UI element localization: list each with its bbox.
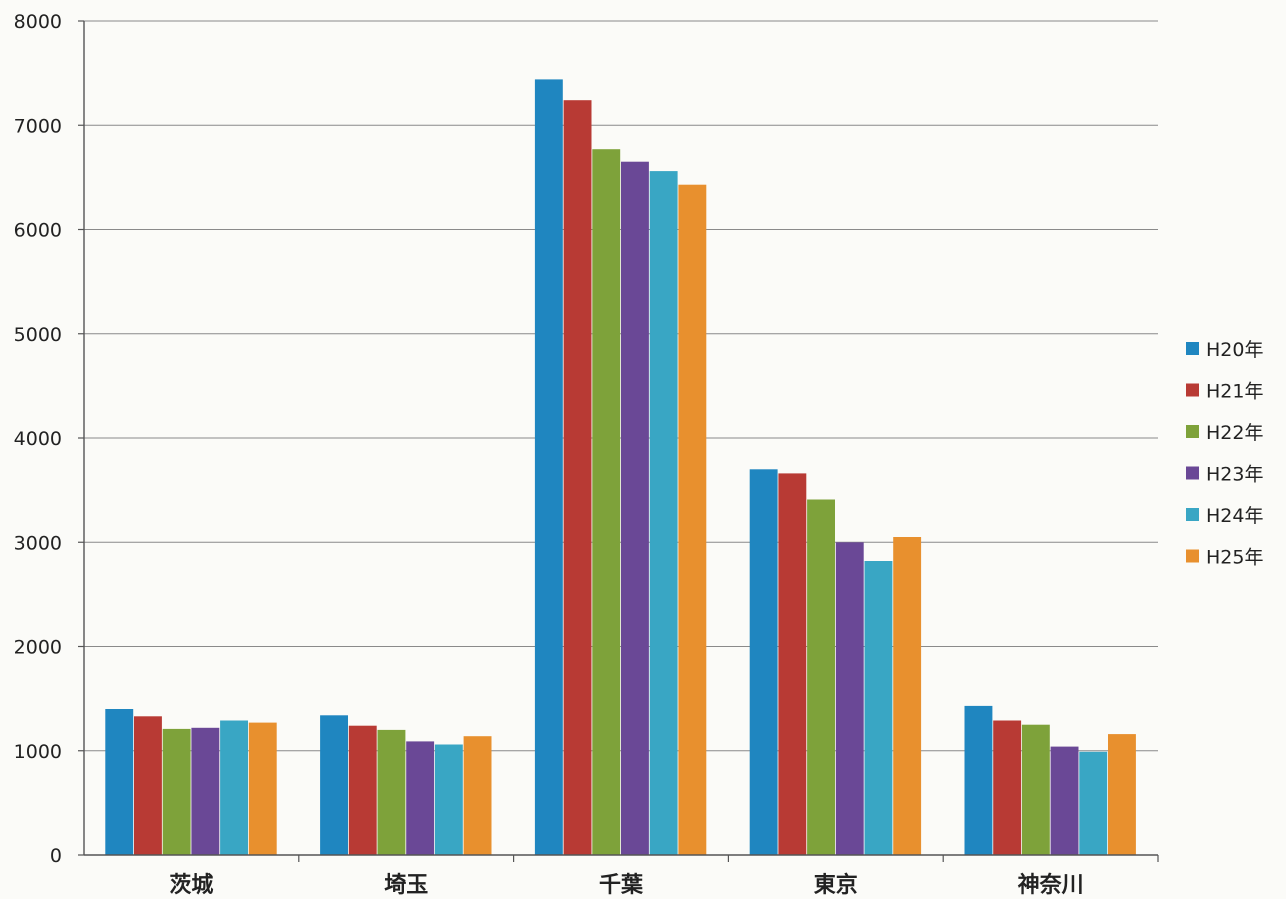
bar [191,727,220,855]
bar [348,725,377,855]
bar [434,744,463,855]
y-axis-tick-labels: 0 1000 2000 3000 4000 5000 6000 7000 8000 [14,11,62,867]
bar [1079,751,1108,855]
bars [105,79,1136,856]
x-category-label: 茨城 [169,872,213,898]
x-axis-category-labels: 茨城 埼玉 千葉 東京 神奈川 [169,872,1083,898]
bar [406,741,435,855]
y-tick-label: 1000 [14,741,62,763]
y-tick-label: 8000 [14,11,62,33]
y-tick-label: 2000 [14,637,62,659]
bar [220,720,248,855]
y-tick-label: 6000 [14,220,62,242]
bar [463,736,492,855]
legend-label: H22年 [1206,422,1263,444]
legend-swatch [1186,508,1199,521]
legend-label: H25年 [1206,547,1263,569]
bar [1050,746,1079,855]
bar [534,79,563,855]
bar [162,728,191,855]
bar [649,171,678,856]
bar [377,729,406,855]
legend-label: H23年 [1206,464,1263,486]
y-tick-label: 7000 [14,115,62,137]
y-tick-label: 3000 [14,532,62,554]
bar [778,473,807,855]
bar [1021,724,1050,855]
legend-swatch [1186,342,1199,355]
y-tick-label: 0 [50,845,62,867]
axes [78,20,1159,862]
legend-swatch [1186,549,1199,563]
bar [807,499,835,855]
bar [749,469,778,855]
x-category-label: 東京 [814,872,858,898]
bar [592,149,621,855]
legend-swatch [1186,466,1199,480]
bar [864,561,893,855]
bar [248,722,277,855]
x-category-label: 埼玉 [384,873,428,898]
bar [964,705,993,855]
legend-label: H24年 [1206,505,1263,527]
legend-label: H21年 [1206,381,1263,403]
x-category-label: 千葉 [599,873,644,898]
y-tick-label: 4000 [14,428,62,450]
legend-label: H20年 [1206,339,1263,361]
bar [320,715,348,855]
bar [678,184,707,855]
bar [621,161,649,855]
bar [993,720,1022,855]
bar [1108,734,1136,855]
legend-swatch [1186,425,1199,438]
bar [563,100,592,855]
legend-swatch [1186,383,1199,397]
bar [893,537,922,855]
bar [134,716,162,855]
x-category-label: 神奈川 [1018,872,1084,898]
bar [105,709,134,855]
y-tick-label: 5000 [14,324,62,346]
bar [835,542,864,856]
legend: H20年 H21年 H22年 H23年 H24年 H25年 [1186,339,1263,569]
